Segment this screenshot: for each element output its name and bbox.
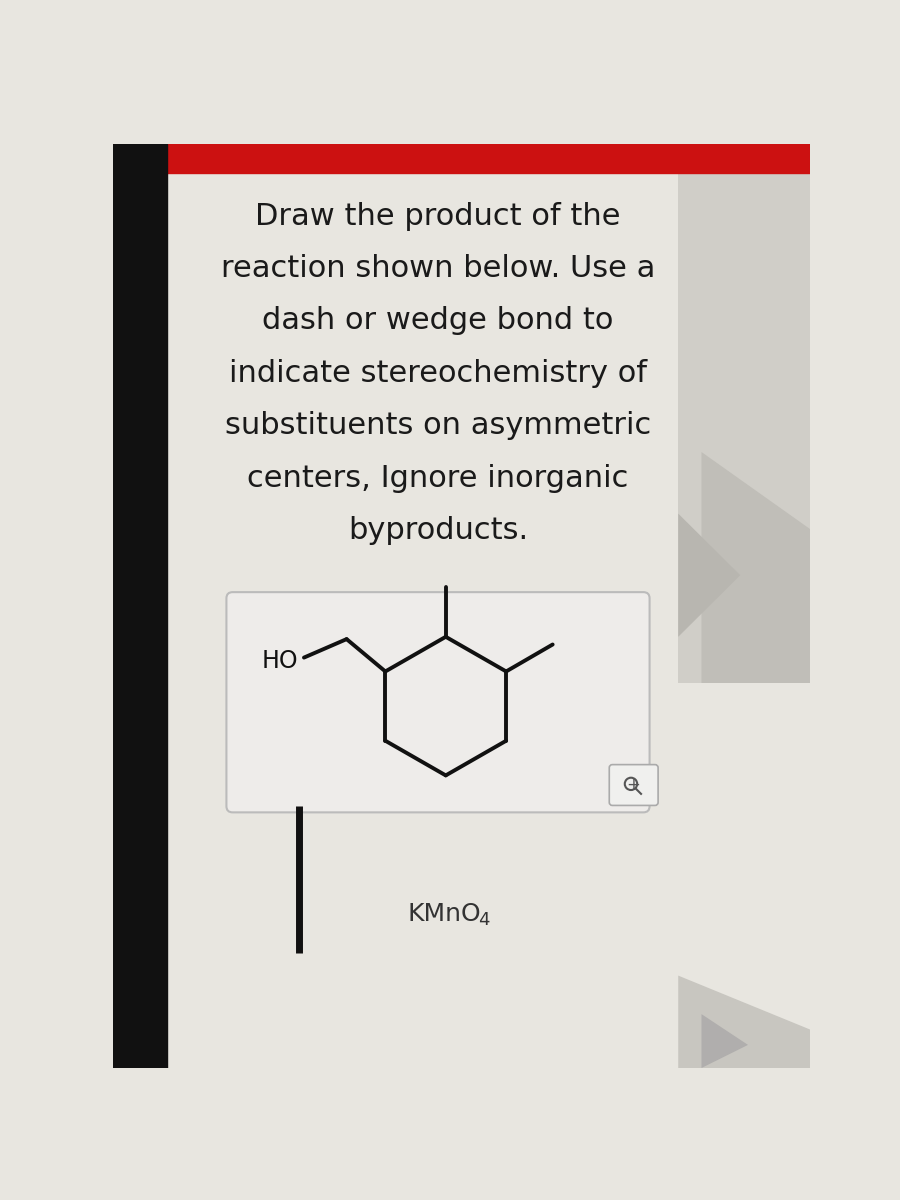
Polygon shape [679, 976, 810, 1068]
Text: 4: 4 [478, 911, 490, 929]
Bar [112, 144, 166, 1068]
Text: +: + [626, 776, 640, 794]
Polygon shape [701, 1014, 748, 1068]
Text: substituents on asymmetric: substituents on asymmetric [225, 412, 651, 440]
FancyBboxPatch shape [609, 764, 658, 805]
Bar [112, 144, 810, 173]
Text: centers, Ignore inorganic: centers, Ignore inorganic [248, 463, 629, 492]
Polygon shape [701, 452, 810, 683]
Text: HO: HO [261, 649, 298, 673]
Text: Draw the product of the: Draw the product of the [256, 202, 621, 230]
Polygon shape [679, 173, 810, 683]
Text: reaction shown below. Use a: reaction shown below. Use a [220, 254, 655, 283]
Text: byproducts.: byproducts. [348, 516, 528, 545]
Polygon shape [679, 514, 740, 637]
Text: indicate stereochemistry of: indicate stereochemistry of [229, 359, 647, 388]
Text: KMnO: KMnO [407, 902, 481, 926]
FancyBboxPatch shape [227, 592, 650, 812]
Text: dash or wedge bond to: dash or wedge bond to [262, 306, 614, 336]
